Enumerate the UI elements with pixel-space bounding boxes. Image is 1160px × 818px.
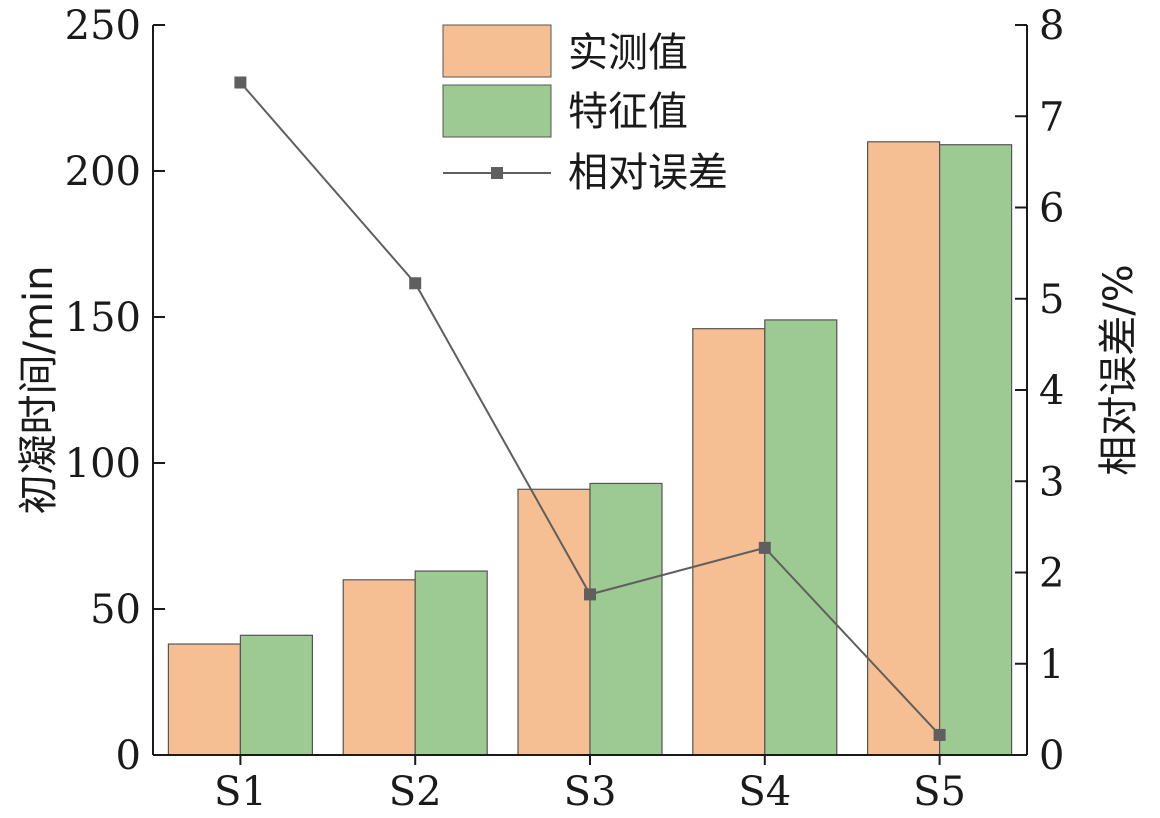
relative-error-point-s1 xyxy=(234,76,247,89)
bar-measured-s3 xyxy=(517,488,591,756)
relative-error-point-s2 xyxy=(409,277,422,290)
y-tick-label-100: 100 xyxy=(65,441,141,487)
bar-characteristic-s5 xyxy=(938,144,1013,756)
y-tick-label-200: 200 xyxy=(65,149,141,195)
y2-tick-label-1: 1 xyxy=(1039,642,1064,688)
y2-tick-label-0: 0 xyxy=(1039,733,1064,779)
x-tick-label-s2: S2 xyxy=(389,769,442,815)
relative-error-point-s4 xyxy=(758,541,771,554)
legend: 实测值 特征值 相对误差 xyxy=(442,24,728,196)
y-tick-label-0: 0 xyxy=(116,733,141,779)
y2-axis-title: 相对误差/% xyxy=(1096,264,1142,475)
legend-marker-error xyxy=(491,167,503,179)
y-tick-label-250: 250 xyxy=(65,3,141,49)
y2-tick-label-8: 8 xyxy=(1039,3,1064,49)
legend-label-measured: 实测值 xyxy=(568,30,688,76)
axes-layer: 0 50 100 150 200 250 0 1 2 3 4 5 6 7 8 S1 S2 S3 S4 S5 xyxy=(65,3,1065,815)
bar-characteristic-s3 xyxy=(589,482,663,756)
y2-tick-label-6: 6 xyxy=(1039,186,1064,232)
legend-label-error: 相对误差 xyxy=(568,150,728,196)
bar-characteristic-s2 xyxy=(414,570,488,756)
y-tick-label-50: 50 xyxy=(90,587,141,633)
relative-error-point-s5 xyxy=(933,728,946,741)
legend-swatch-characteristic xyxy=(442,84,552,138)
relative-error-point-s3 xyxy=(584,588,596,601)
x-tick-label-s4: S4 xyxy=(738,769,791,815)
y2-tick-label-4: 4 xyxy=(1039,368,1064,414)
legend-swatch-measured xyxy=(442,24,552,78)
y2-tick-label-3: 3 xyxy=(1039,459,1064,505)
x-tick-label-s3: S3 xyxy=(564,769,617,815)
bar-measured-s5 xyxy=(866,141,941,756)
x-tick-label-s1: S1 xyxy=(214,769,267,815)
bar-characteristic-s1 xyxy=(239,634,313,756)
bar-measured-s4 xyxy=(692,328,766,756)
y2-tick-label-7: 7 xyxy=(1039,94,1064,140)
y-tick-label-150: 150 xyxy=(65,295,141,341)
bar-characteristic-s4 xyxy=(764,319,838,756)
bar-measured-s1 xyxy=(167,643,241,756)
bars-layer xyxy=(167,141,1013,756)
y-axis-title: 初凝时间/min xyxy=(16,266,62,515)
legend-label-characteristic: 特征值 xyxy=(568,89,688,135)
y2-tick-label-5: 5 xyxy=(1039,277,1064,323)
y2-tick-label-2: 2 xyxy=(1039,551,1064,597)
line-layer xyxy=(234,76,946,741)
bar-measured-s2 xyxy=(342,579,416,756)
x-tick-label-s5: S5 xyxy=(913,769,966,815)
